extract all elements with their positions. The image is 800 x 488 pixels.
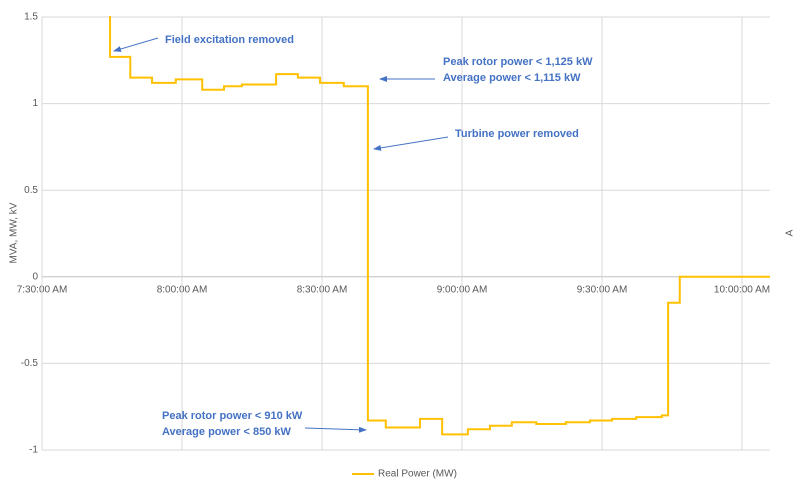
y-axis-title: MVA, MW, kV bbox=[9, 202, 20, 263]
annotation: Average power < 850 kW bbox=[162, 426, 292, 438]
y-tick-label: -1 bbox=[29, 445, 38, 456]
y-tick-label: 0 bbox=[32, 271, 38, 282]
y-tick-label: 1.5 bbox=[24, 12, 38, 23]
annotation: Peak rotor power < 910 kW bbox=[162, 410, 303, 422]
legend-label: Real Power (MW) bbox=[378, 469, 457, 480]
y2-axis-title: A bbox=[785, 229, 796, 236]
annotation: Peak rotor power < 1,125 kW bbox=[443, 56, 593, 68]
annotations: Field excitation removed Peak rotor power… bbox=[113, 34, 593, 438]
annotation: Average power < 1,115 kW bbox=[443, 72, 581, 84]
annotation-arrow bbox=[113, 37, 159, 52]
annotation: Turbine power removed bbox=[455, 128, 579, 140]
y-tick-label: 1 bbox=[32, 98, 38, 109]
grid: -1-0.500.511.57:30:00 AM 8:00:00 AM 8:30:0… bbox=[17, 12, 770, 456]
data-line bbox=[109, 16, 770, 436]
annotation: Field excitation removed bbox=[165, 34, 294, 46]
annotation-arrow bbox=[304, 426, 367, 433]
plot bbox=[109, 16, 770, 436]
y-tick-label: 0.5 bbox=[24, 185, 38, 196]
y-tick-label: -0.5 bbox=[21, 358, 39, 369]
annotation-arrow bbox=[373, 136, 449, 151]
